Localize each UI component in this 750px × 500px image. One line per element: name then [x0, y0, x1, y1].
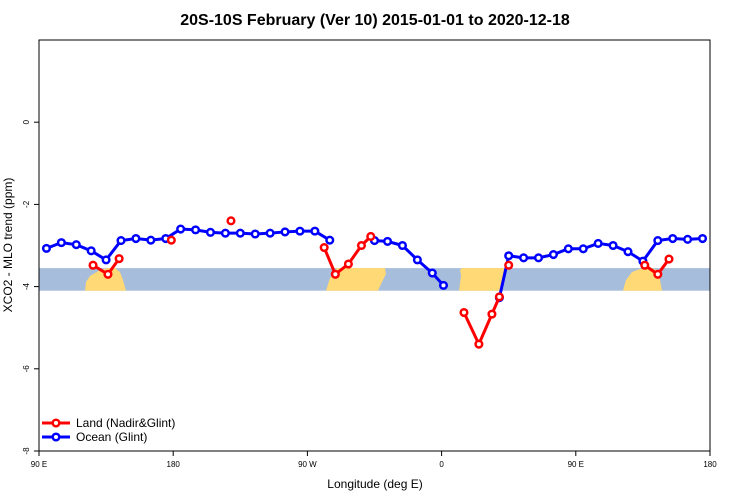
data-point — [205, 227, 216, 237]
data-point — [86, 246, 96, 256]
data-point — [668, 233, 678, 244]
data-point — [191, 225, 201, 235]
data-point — [226, 216, 236, 226]
data-series — [41, 216, 708, 349]
data-point — [382, 236, 393, 246]
data-point — [623, 247, 633, 257]
data-point — [412, 255, 422, 265]
data-point — [146, 235, 156, 245]
land-region — [326, 268, 386, 291]
data-point — [56, 238, 66, 248]
land-series — [88, 216, 674, 349]
y-tick-label: -4 — [22, 282, 31, 290]
plot-frame — [38, 39, 711, 452]
land-region — [85, 268, 126, 291]
y-tick-label: 0 — [22, 119, 31, 124]
series-line — [462, 296, 501, 348]
legend-label: Land (Nadir&Glint) — [76, 416, 175, 430]
data-point — [548, 249, 558, 260]
x-tick-label: 0 — [439, 460, 444, 469]
data-point — [697, 233, 708, 244]
data-point — [343, 259, 353, 269]
data-point — [280, 227, 290, 237]
data-point — [220, 228, 230, 238]
legend: Land (Nadir&Glint)Ocean (Glint) — [42, 416, 175, 444]
data-point — [250, 229, 260, 239]
x-tick-label: 90 E — [568, 460, 584, 469]
data-point — [235, 228, 245, 238]
data-point — [366, 231, 376, 242]
data-point — [593, 238, 603, 248]
y-axis-label: XCO2 - MLO trend (ppm) — [1, 178, 15, 313]
data-point — [41, 243, 52, 253]
data-point — [653, 236, 663, 246]
data-point — [519, 253, 529, 263]
y-tick-label: -2 — [22, 200, 31, 208]
data-point — [664, 254, 674, 264]
chart-title: 20S-10S February (Ver 10) 2015-01-01 to … — [180, 12, 570, 29]
land-region — [623, 268, 662, 291]
data-point — [683, 234, 693, 244]
data-point — [330, 269, 340, 279]
data-point — [459, 307, 469, 318]
x-tick-label: 180 — [703, 460, 717, 469]
data-point — [578, 244, 588, 254]
data-point — [397, 240, 408, 251]
x-axis-label: Longitude (deg E) — [327, 477, 422, 491]
data-point — [494, 292, 504, 302]
data-point — [325, 235, 335, 245]
data-point — [310, 226, 320, 236]
data-point — [166, 235, 176, 245]
data-point — [533, 253, 544, 263]
data-point — [356, 240, 367, 251]
data-point — [116, 236, 126, 246]
y-tick-label: -8 — [22, 447, 31, 455]
y-axis: 0 -2 -4 -6 -8 — [22, 119, 39, 455]
data-point — [101, 255, 111, 265]
data-point — [427, 268, 437, 278]
data-point — [563, 244, 573, 254]
legend-label: Ocean (Glint) — [76, 430, 147, 444]
land-ocean-band — [39, 268, 710, 291]
data-point — [438, 280, 449, 290]
data-point — [265, 228, 275, 238]
x-tick-label: 90 W — [298, 460, 317, 469]
data-point — [474, 339, 484, 349]
data-point — [131, 233, 141, 244]
data-point — [319, 243, 329, 253]
data-point — [640, 260, 650, 270]
data-point — [103, 269, 113, 279]
data-point — [504, 260, 514, 270]
x-axis: 90 E 180 90 W 0 90 E 180 — [31, 451, 717, 469]
data-point — [88, 260, 98, 270]
x-tick-label: 180 — [167, 460, 181, 469]
data-point — [295, 226, 305, 236]
x-tick-label: 90 E — [31, 460, 47, 469]
legend-marker — [51, 418, 61, 428]
data-point — [487, 309, 497, 319]
legend-marker — [51, 432, 61, 442]
data-point — [71, 240, 81, 250]
data-point — [653, 269, 663, 279]
data-point — [504, 251, 514, 261]
land-region — [459, 268, 505, 291]
data-point — [114, 254, 124, 264]
data-point — [608, 240, 618, 251]
data-point — [176, 224, 186, 234]
y-tick-label: -6 — [22, 365, 31, 373]
